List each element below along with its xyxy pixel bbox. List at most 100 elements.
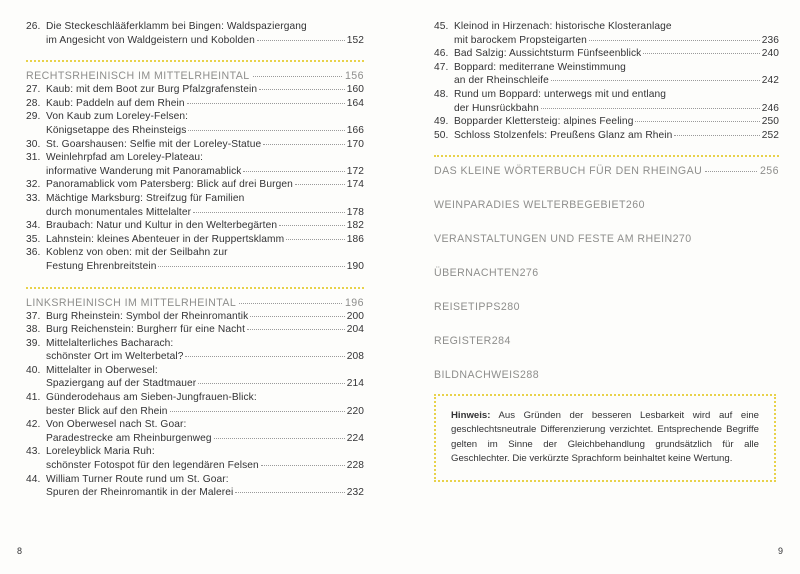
toc-entry-line: Weinlehrpfad am Loreley-Plateau:	[46, 151, 364, 165]
toc-entry[interactable]: 28. Kaub: Paddeln auf dem Rhein 164	[26, 97, 364, 111]
toc-entry-title: Die Steckeschlääferklamm bei Bingen: Wal…	[46, 21, 307, 32]
toc-section-page-number: 270	[672, 233, 692, 246]
toc-entry[interactable]: 47. Boppard: mediterrane Weinstimmung an d…	[434, 61, 779, 88]
toc-entry[interactable]: 33. Mächtige Marksburg: Streifzug für Fam…	[26, 192, 364, 219]
toc-dot-leader	[263, 143, 345, 145]
toc-entry[interactable]: 40. Mittelalter in Oberwesel: Spaziergang …	[26, 364, 364, 391]
toc-entry[interactable]: 49. Bopparder Klettersteig: alpines Feeli…	[434, 115, 779, 129]
toc-section-heading-title: RECHTSRHEINISCH IM MITTELRHEINTAL	[26, 70, 250, 83]
toc-entry[interactable]: 42. Von Oberwesel nach St. Goar: Paradestr…	[26, 418, 364, 445]
right-page-content: 45. Kleinod in Hirzenach: historische Klo…	[434, 20, 779, 382]
toc-entry-page-number: 174	[346, 179, 364, 191]
toc-section-heading[interactable]: REGISTER 284	[434, 334, 779, 348]
toc-entry-number: 28.	[26, 97, 41, 109]
toc-entry-line: bester Blick auf den Rhein 220	[46, 405, 364, 419]
toc-dot-leader	[252, 76, 342, 78]
toc-entry-body: Mittelalter in Oberwesel: Spaziergang auf…	[46, 364, 364, 391]
toc-entry[interactable]: 44. William Turner Route rund um St. Goar…	[26, 473, 364, 500]
toc-section-heading[interactable]: RECHTSRHEINISCH IM MITTELRHEINTAL 156	[26, 69, 364, 83]
toc-entry-line: Bad Salzig: Aussichtsturm Fünfseenblick 2…	[454, 47, 779, 61]
toc-entry-number: 44.	[26, 473, 41, 485]
toc-entry-title: Paradestrecke am Rheinburgenweg	[46, 432, 212, 444]
toc-entry-body: Koblenz von oben: mit der Seilbahn zur Fe…	[46, 246, 364, 273]
toc-entry-page-number: 152	[346, 34, 364, 46]
toc-dot-leader	[259, 89, 345, 91]
toc-entry-title: Kaub: Paddeln auf dem Rhein	[46, 97, 185, 109]
toc-entry[interactable]: 29. Von Kaub zum Loreley-Felsen: Königseta…	[26, 110, 364, 137]
toc-entry-page-number: 224	[346, 432, 364, 444]
toc-entry-page-number: 160	[346, 84, 364, 96]
toc-entry[interactable]: 48. Rund um Boppard: unterwegs mit und en…	[434, 88, 779, 115]
right-page: 45. Kleinod in Hirzenach: historische Klo…	[400, 0, 800, 574]
toc-entry-number: 33.	[26, 192, 41, 204]
toc-entry-line: informative Wanderung mit Panoramablick 1…	[46, 165, 364, 179]
toc-entry-title: im Angesicht von Waldgeistern und Kobold…	[46, 34, 255, 46]
toc-entry-line: Mittelalter in Oberwesel:	[46, 364, 364, 378]
toc-entry-body: Lahnstein: kleines Abenteuer in der Rupp…	[46, 233, 364, 247]
toc-entry-page-number: 170	[346, 138, 364, 150]
toc-entry-title: schönster Ort im Welterbetal?	[46, 351, 184, 363]
toc-section-heading[interactable]: ÜBERNACHTEN 276	[434, 266, 779, 280]
toc-entry-line: Spaziergang auf der Stadtmauer 214	[46, 377, 364, 391]
left-page: 26. Die Steckeschlääferklamm bei Bingen: …	[17, 20, 364, 556]
toc-section-heading[interactable]: VERANSTALTUNGEN UND FESTE AM RHEIN 270	[434, 232, 779, 246]
toc-entry-line: Koblenz von oben: mit der Seilbahn zur	[46, 246, 364, 260]
toc-entry-line: Mächtige Marksburg: Streifzug für Famili…	[46, 192, 364, 206]
toc-entry[interactable]: 38. Burg Reichenstein: Burgherr für eine …	[26, 323, 364, 337]
toc-entry-line: Boppard: mediterrane Weinstimmung	[454, 61, 779, 75]
toc-section-heading[interactable]: LINKSRHEINISCH IM MITTELRHEINTAL 196	[26, 296, 364, 310]
toc-entry-body: Von Kaub zum Loreley-Felsen: Königsetappe…	[46, 110, 364, 137]
toc-entry[interactable]: 32. Panoramablick vom Patersberg: Blick a…	[26, 178, 364, 192]
toc-entry-title: Spuren der Rheinromantik in der Malerei	[46, 487, 234, 499]
toc-entry-number: 46.	[434, 48, 449, 60]
toc-entry-title: William Turner Route rund um St. Goar:	[46, 473, 229, 485]
toc-entry-number: 32.	[26, 179, 41, 191]
toc-entry[interactable]: 26. Die Steckeschlääferklamm bei Bingen: …	[26, 20, 364, 47]
toc-entry[interactable]: 50. Schloss Stolzenfels: Preußens Glanz a…	[434, 129, 779, 143]
toc-entry-line: Loreleyblick Maria Ruh:	[46, 445, 364, 459]
toc-entry[interactable]: 41. Günderodehaus am Sieben-Jungfrauen-Bl…	[26, 391, 364, 418]
toc-section-heading-title: BILDNACHWEIS	[434, 369, 521, 382]
toc-entry[interactable]: 34. Braubach: Natur und Kultur in den Wel…	[26, 219, 364, 233]
toc-entry-body: Mittelalterliches Bacharach: schönster Or…	[46, 337, 364, 364]
toc-entry[interactable]: 36. Koblenz von oben: mit der Seilbahn zu…	[26, 246, 364, 273]
toc-dot-leader	[185, 356, 345, 358]
toc-entry[interactable]: 27. Kaub: mit dem Boot zur Burg Pfalzgraf…	[26, 83, 364, 97]
toc-entry-title: schönster Fotospot für den legendären Fe…	[46, 460, 259, 472]
toc-section-heading[interactable]: DAS KLEINE WÖRTERBUCH FÜR DEN RHEINGAU 25…	[434, 164, 779, 178]
folio-right: 9	[777, 546, 783, 556]
toc-section-heading-title: VERANSTALTUNGEN UND FESTE AM RHEIN	[434, 233, 673, 246]
toc-dot-leader	[550, 80, 760, 82]
toc-entry[interactable]: 46. Bad Salzig: Aussichtsturm Fünfseenbli…	[434, 47, 779, 61]
toc-entry[interactable]: 43. Loreleyblick Maria Ruh: schönster Foto…	[26, 445, 364, 472]
toc-section-heading[interactable]: BILDNACHWEIS 288	[434, 368, 779, 382]
toc-back-matter: DAS KLEINE WÖRTERBUCH FÜR DEN RHEINGAU 25…	[434, 155, 779, 382]
toc-section-heading-title: ÜBERNACHTEN	[434, 267, 520, 280]
toc-entry-line: Braubach: Natur und Kultur in den Welter…	[46, 219, 364, 233]
toc-section-heading[interactable]: WEINPARADIES WELTERBEGEBIET 260	[434, 198, 779, 212]
toc-entry-number: 34.	[26, 220, 41, 232]
toc-entry[interactable]: 31. Weinlehrpfad am Loreley-Plateau: infor…	[26, 151, 364, 178]
toc-section-divider-block	[434, 155, 779, 158]
toc-entry-title: Burg Rheinstein: Symbol der Rheinromanti…	[46, 310, 249, 322]
toc-entry-number: 50.	[434, 129, 449, 141]
toc-entry-number: 49.	[434, 116, 449, 128]
toc-entry[interactable]: 39. Mittelalterliches Bacharach: schönster…	[26, 337, 364, 364]
toc-entry-page-number: 252	[761, 129, 779, 141]
toc-entry[interactable]: 37. Burg Rheinstein: Symbol der Rheinroma…	[26, 310, 364, 324]
toc-dot-leader	[186, 102, 345, 104]
toc-entry[interactable]: 45. Kleinod in Hirzenach: historische Klo…	[434, 20, 779, 47]
toc-entry-body: Die Steckeschlääferklamm bei Bingen: Wal…	[46, 20, 364, 47]
toc-dot-leader	[213, 437, 345, 439]
toc-entry-number: 29.	[26, 111, 41, 123]
toc-dot-leader	[588, 39, 760, 41]
toc-entry-number: 26.	[26, 21, 41, 32]
toc-section-heading[interactable]: REISETIPPS 280	[434, 300, 779, 314]
toc-entry[interactable]: 30. St. Goarshausen: Selfie mit der Lorel…	[26, 138, 364, 152]
toc-entry-body: Rund um Boppard: unterwegs mit und entla…	[454, 88, 779, 115]
toc-entry-page-number: 190	[346, 260, 364, 272]
toc-entry-body: William Turner Route rund um St. Goar: Sp…	[46, 473, 364, 500]
toc-entry-title: durch monumentales Mittelalter	[46, 206, 192, 218]
toc-entry[interactable]: 35. Lahnstein: kleines Abenteuer in der R…	[26, 233, 364, 247]
toc-entry-body: Burg Rheinstein: Symbol der Rheinromanti…	[46, 310, 364, 324]
